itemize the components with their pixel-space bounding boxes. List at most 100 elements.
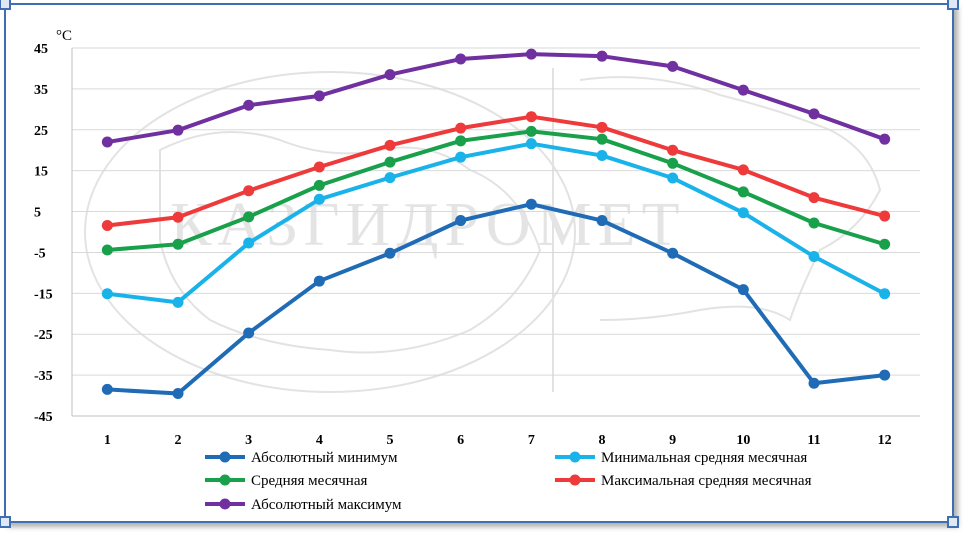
- series-3: [101, 125, 891, 256]
- data-point: [172, 238, 184, 250]
- data-point: [455, 215, 467, 227]
- legend-swatch-marker: [219, 451, 231, 463]
- legend: Абсолютный минимум Минимальная средняя ме…: [205, 450, 812, 513]
- x-tick-label: 4: [316, 433, 323, 448]
- data-point: [313, 193, 325, 205]
- data-point: [808, 108, 820, 120]
- y-tick-label: 15: [34, 165, 48, 180]
- x-tick-label: 9: [669, 433, 676, 448]
- data-point: [879, 133, 891, 145]
- data-point: [667, 157, 679, 169]
- x-tick-label: 6: [457, 433, 464, 448]
- frame-corner-handle: [0, 516, 11, 528]
- data-point: [737, 207, 749, 219]
- legend-item: Максимальная средняя месячная: [555, 473, 812, 489]
- y-axis-ticks: 45 35 25 15 5 -5 -15 -25 -35 -45: [34, 42, 53, 425]
- data-point: [101, 244, 113, 256]
- data-point: [384, 172, 396, 184]
- legend-label: Минимальная средняя месячная: [601, 450, 807, 466]
- data-point: [596, 133, 608, 145]
- series-line: [107, 202, 885, 396]
- x-tick-label: 8: [599, 433, 606, 448]
- legend-label: Абсолютный минимум: [251, 450, 398, 466]
- x-tick-label: 10: [736, 433, 750, 448]
- legend-item: Средняя месячная: [205, 473, 367, 489]
- watermark-logo: КАЗГИДРОМЕТ: [84, 68, 882, 393]
- y-tick-label: -45: [34, 410, 53, 425]
- x-tick-label: 7: [528, 433, 535, 448]
- data-point: [313, 179, 325, 191]
- data-point: [455, 53, 467, 65]
- y-tick-label: -5: [34, 246, 46, 261]
- series-5: [101, 48, 891, 148]
- legend-item: Абсолютный минимум: [205, 450, 398, 466]
- series-2: [101, 138, 891, 308]
- data-point: [667, 60, 679, 72]
- legend-swatch-marker: [219, 498, 231, 510]
- data-point: [172, 388, 184, 400]
- axes: [71, 48, 920, 417]
- x-tick-label: 2: [175, 433, 182, 448]
- x-tick-label: 1: [104, 433, 111, 448]
- frame-corner-handle: [947, 516, 959, 528]
- data-point: [172, 124, 184, 136]
- y-tick-label: 35: [34, 83, 48, 98]
- data-point: [596, 215, 608, 227]
- data-point: [667, 247, 679, 259]
- data-point: [243, 185, 255, 197]
- data-point: [808, 251, 820, 263]
- y-tick-label: -35: [34, 369, 53, 384]
- x-axis-ticks: 1 2 3 4 5 6 7 8 9 10 11 12: [104, 433, 892, 448]
- data-point: [101, 383, 113, 395]
- legend-item: Минимальная средняя месячная: [555, 450, 807, 466]
- legend-swatch-marker: [569, 451, 581, 463]
- data-point: [879, 369, 891, 381]
- legend-swatch-marker: [569, 474, 581, 486]
- legend-swatch-marker: [219, 474, 231, 486]
- data-point: [243, 237, 255, 249]
- data-point: [667, 172, 679, 184]
- data-point: [525, 198, 537, 210]
- data-point: [737, 186, 749, 198]
- frame-corner-handle: [0, 0, 11, 10]
- data-point: [525, 48, 537, 60]
- data-point: [313, 275, 325, 287]
- legend-item: Абсолютный максимум: [205, 497, 402, 513]
- data-point: [808, 377, 820, 389]
- series-1: [101, 198, 891, 400]
- data-point: [313, 161, 325, 173]
- data-point: [384, 156, 396, 168]
- data-point: [243, 327, 255, 339]
- series-line: [107, 52, 886, 145]
- y-tick-label: -25: [34, 328, 53, 343]
- series-line: [107, 129, 886, 252]
- data-point: [455, 151, 467, 163]
- data-point: [879, 210, 891, 222]
- data-point: [737, 284, 749, 296]
- data-point: [101, 219, 113, 231]
- data-point: [384, 69, 396, 81]
- data-point: [525, 111, 537, 123]
- legend-label: Максимальная средняя месячная: [601, 473, 812, 489]
- y-tick-label: 5: [34, 206, 41, 221]
- data-point: [737, 164, 749, 176]
- data-point: [737, 84, 749, 96]
- data-point: [879, 238, 891, 250]
- data-point: [455, 122, 467, 134]
- y-tick-label: 25: [34, 124, 48, 139]
- legend-label: Средняя месячная: [251, 473, 367, 489]
- chart-frame: [0, 0, 959, 528]
- data-point: [172, 296, 184, 308]
- data-point: [384, 139, 396, 151]
- data-point: [525, 125, 537, 137]
- series-line: [107, 141, 886, 305]
- data-point: [455, 135, 467, 147]
- data-point: [525, 138, 537, 150]
- data-point: [596, 150, 608, 162]
- data-point: [172, 211, 184, 223]
- x-tick-label: 5: [387, 433, 394, 448]
- x-tick-label: 12: [878, 433, 892, 448]
- data-point: [879, 288, 891, 300]
- data-point: [243, 99, 255, 111]
